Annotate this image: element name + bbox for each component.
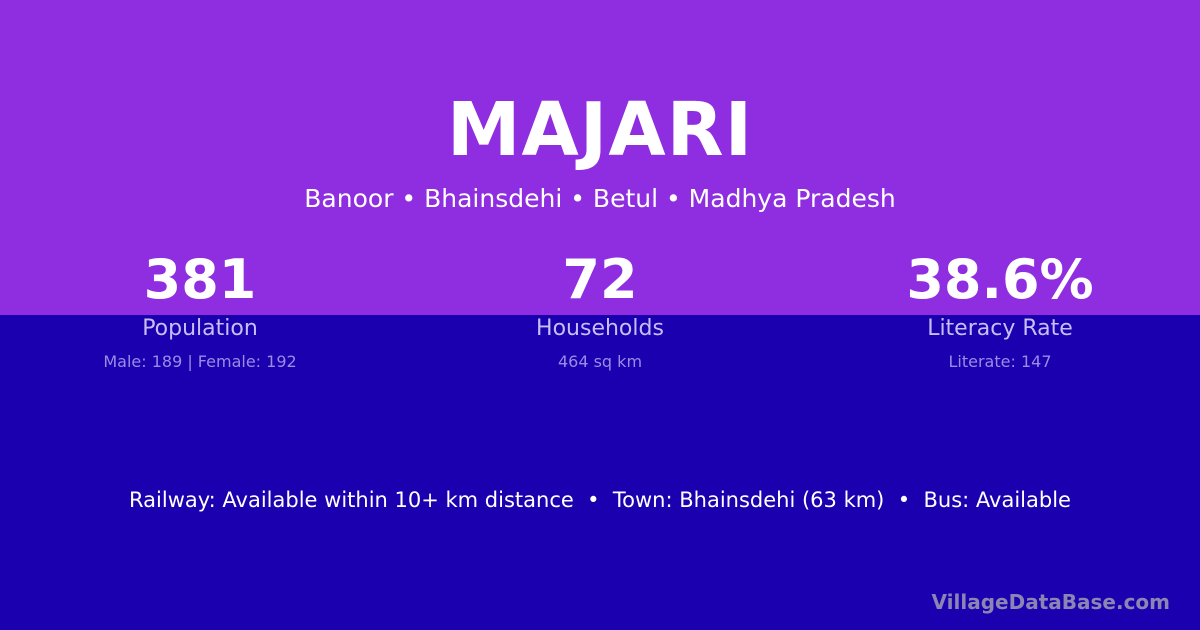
stat-detail: Literate: 147 [948,352,1052,371]
header-band [0,0,1200,315]
connectivity-info: Railway: Available within 10+ km distanc… [0,484,1200,516]
stat-detail: Male: 189 | Female: 192 [103,352,297,371]
stat-detail: 464 sq km [557,352,643,371]
town-info: Town: Bhainsdehi (63 km) [612,488,885,512]
body-band [0,315,1200,630]
stat-value: 72 [562,248,638,311]
railway-info: Railway: Available within 10+ km distanc… [129,488,574,512]
village-location: Banoor • Bhainsdehi • Betul • Madhya Pra… [304,184,896,213]
stat-label: Literacy Rate [927,316,1073,341]
stat-value: 381 [143,248,257,311]
bus-info: Bus: Available [923,488,1071,512]
separator: • [897,488,911,512]
watermark: VillageDataBase.com [931,590,1170,614]
stat-value: 38.6% [906,248,1094,311]
stat-literacy: 38.6% Literacy Rate Literate: 147 [800,248,1200,374]
stat-label: Households [536,316,664,341]
stat-population: 381 Population Male: 189 | Female: 192 [0,248,400,374]
stat-households: 72 Households 464 sq km [400,248,800,374]
village-name: MAJARI [446,87,754,173]
separator: • [587,488,600,512]
stat-label: Population [142,316,258,341]
